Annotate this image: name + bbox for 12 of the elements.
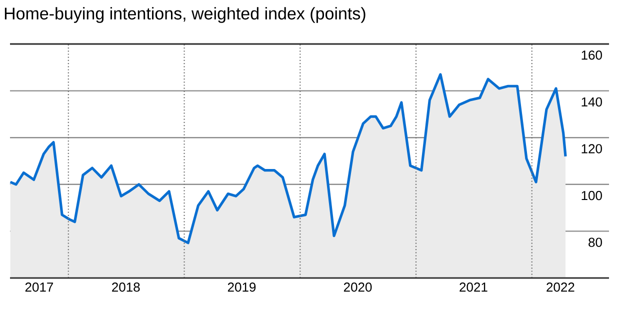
y-tick-label: 80: [588, 238, 602, 247]
x-tick-label: 2022: [546, 282, 574, 292]
y-tick-label: 100: [582, 190, 602, 200]
y-tick-label: 140: [582, 97, 602, 107]
chart-title: Home-buying intentions, weighted index (points): [4, 7, 366, 23]
x-tick-label: 2021: [460, 282, 488, 292]
x-tick-label: 2018: [112, 282, 140, 292]
x-tick-label: 2020: [344, 282, 372, 292]
y-tick-label: 120: [582, 144, 602, 154]
x-tick-label: 2017: [25, 282, 54, 292]
x-tick-label: 2019: [228, 282, 256, 292]
y-tick-label: 160: [582, 50, 602, 60]
